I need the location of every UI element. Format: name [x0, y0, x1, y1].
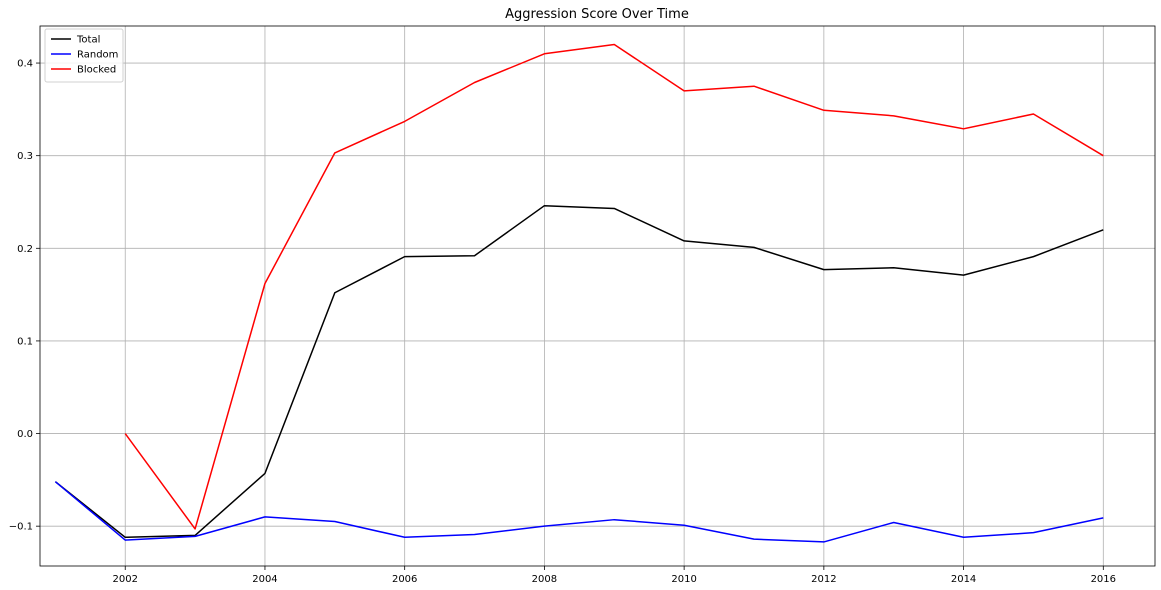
series-line-blocked: [124, 43, 1104, 530]
series-line-random: [54, 481, 1104, 543]
y-tick-label: 0.0: [17, 429, 33, 440]
plot-frame: [39, 25, 1156, 567]
x-tick-label: 2016: [1091, 574, 1116, 585]
chart-title: Aggression Score Over Time: [505, 7, 689, 22]
x-tick-label: 2006: [392, 574, 417, 585]
legend-label: Random: [77, 50, 118, 61]
y-tick-label: 0.3: [17, 151, 33, 162]
x-tick-label: 2014: [951, 574, 976, 585]
y-tick-label: 0.2: [17, 244, 33, 255]
legend-label: Total: [76, 35, 100, 46]
grid: [40, 26, 1155, 566]
x-tick-label: 2010: [671, 574, 696, 585]
x-tick-label: 2002: [113, 574, 138, 585]
series-line-total: [54, 204, 1104, 539]
x-tick-label: 2004: [252, 574, 277, 585]
axes: 2002 2004 2006 2008 2010 2012 2014 2016 −0.1 0.0 0…: [9, 59, 1116, 585]
y-tick-label: −0.1: [9, 522, 33, 533]
legend: Total Random Blocked: [44, 28, 124, 83]
x-tick-label: 2008: [532, 574, 557, 585]
y-tick-label: 0.4: [17, 59, 33, 70]
plot-border: [39, 25, 1156, 567]
legend-label: Blocked: [77, 65, 116, 76]
x-tick-label: 2012: [811, 574, 836, 585]
y-tick-label: 0.1: [17, 336, 33, 347]
series-lines: [54, 43, 1104, 543]
